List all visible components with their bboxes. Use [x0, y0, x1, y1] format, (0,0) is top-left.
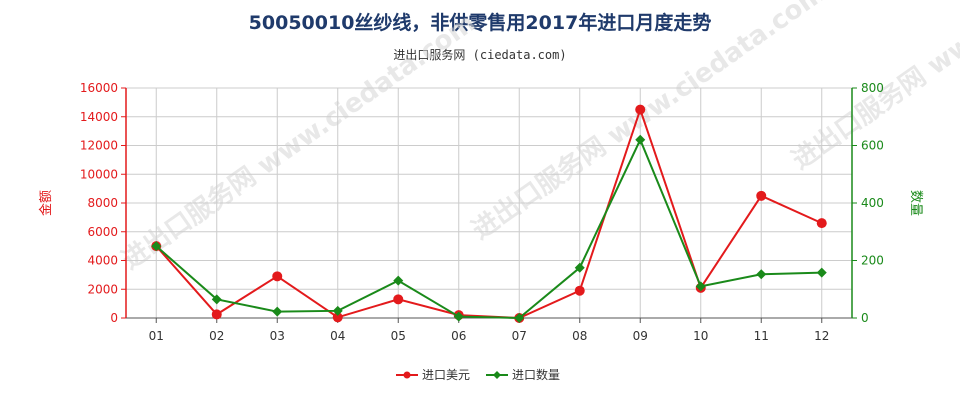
- watermark-text: 进出口服务网 www.ciedata.com: [117, 8, 481, 276]
- data-point-qty: [695, 281, 706, 292]
- x-tick-label: 07: [512, 329, 527, 343]
- right-tick-label: 800: [861, 81, 884, 95]
- left-tick-label: 8000: [87, 196, 118, 210]
- left-tick-label: 12000: [80, 139, 118, 153]
- right-tick-label: 0: [861, 311, 869, 325]
- legend-swatch-marker: [403, 371, 411, 379]
- data-point-usd: [635, 104, 646, 115]
- data-point-qty: [272, 306, 283, 317]
- x-tick-label: 09: [633, 329, 648, 343]
- chart-title: 50050010丝纱线，非供零售用2017年进口月度走势: [248, 12, 712, 34]
- data-point-qty: [211, 294, 222, 305]
- chart-subtitle: 进出口服务网 (ciedata.com): [393, 48, 567, 62]
- data-point-usd: [272, 271, 283, 282]
- data-point-usd: [211, 309, 222, 320]
- data-point-usd: [574, 285, 585, 296]
- left-tick-label: 14000: [80, 110, 118, 124]
- data-point-qty: [816, 267, 827, 278]
- grid: [125, 87, 853, 319]
- data-point-qty: [756, 269, 767, 280]
- right-axis-title: 数量: [908, 190, 923, 216]
- left-tick-label: 4000: [87, 254, 118, 268]
- data-point-qty: [332, 305, 343, 316]
- data-point-qty: [574, 262, 585, 273]
- right-tick-label: 600: [861, 139, 884, 153]
- x-tick-label: 12: [814, 329, 829, 343]
- x-tick-label: 10: [693, 329, 708, 343]
- series-layer: [151, 104, 827, 323]
- left-tick-label: 10000: [80, 167, 118, 181]
- legend-swatch-marker: [493, 371, 501, 379]
- x-tick-label: 01: [149, 329, 164, 343]
- x-tick-label: 02: [209, 329, 224, 343]
- x-tick-label: 04: [330, 329, 345, 343]
- series-line-2: [155, 137, 822, 320]
- x-tick-label: 11: [754, 329, 769, 343]
- left-tick-label: 6000: [87, 225, 118, 239]
- right-tick-label: 200: [861, 254, 884, 268]
- left-tick-label: 2000: [87, 282, 118, 296]
- left-tick-label: 16000: [80, 81, 118, 95]
- data-point-qty: [514, 313, 525, 323]
- left-axis-title: 金额: [38, 190, 54, 216]
- x-tick-label: 06: [451, 329, 466, 343]
- legend-label: 进口数量: [512, 367, 560, 382]
- data-point-qty: [393, 275, 404, 286]
- watermark-text: 进出口服务网 www.ciedata.com: [467, 0, 831, 246]
- legend-label: 进口美元: [422, 368, 470, 382]
- data-point-usd: [816, 218, 827, 229]
- data-point-usd: [393, 294, 404, 305]
- right-tick-label: 400: [861, 196, 884, 210]
- x-tick-label: 08: [572, 329, 587, 343]
- data-point-qty: [453, 311, 464, 322]
- data-point-usd: [332, 312, 343, 323]
- x-tick-label: 05: [391, 329, 406, 343]
- x-tick-label: 03: [270, 329, 285, 343]
- left-tick-label: 0: [110, 311, 118, 325]
- data-point-usd: [756, 190, 767, 201]
- legend: 进口美元 进口数量: [396, 367, 560, 382]
- data-point-qty: [635, 134, 646, 145]
- data-point-qty: [151, 241, 162, 252]
